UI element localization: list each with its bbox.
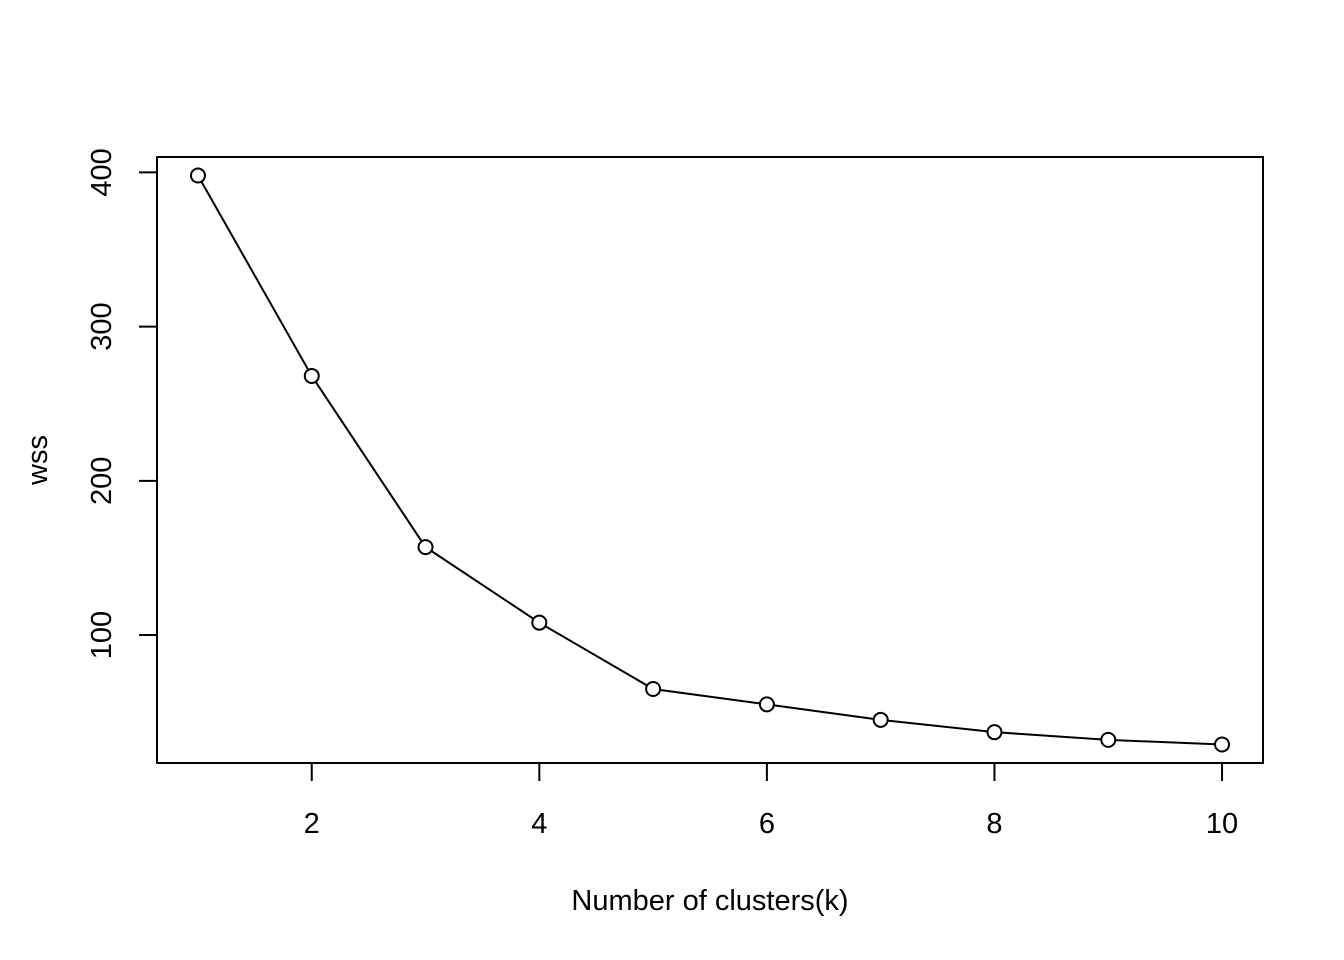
- series-layer: [189, 167, 1231, 753]
- y-axis: 100 200 300 400: [86, 148, 157, 659]
- data-point: [189, 167, 206, 184]
- x-tick-label: 6: [759, 808, 775, 840]
- data-point: [303, 367, 320, 384]
- y-axis-title: wss: [22, 435, 54, 486]
- plot-frame: [156, 156, 1264, 764]
- y-tick-label: 400: [86, 148, 118, 196]
- y-tick-label: 200: [86, 457, 118, 505]
- x-axis: 2 4 6 8 10: [304, 763, 1238, 840]
- data-point: [758, 696, 775, 713]
- y-tick-label: 300: [86, 302, 118, 350]
- data-point: [1100, 731, 1117, 748]
- data-point: [1214, 736, 1231, 753]
- data-point: [417, 539, 434, 556]
- y-tick-label: 100: [86, 611, 118, 659]
- x-tick-label: 8: [986, 808, 1002, 840]
- data-point: [531, 614, 548, 631]
- series-line: [197, 175, 1223, 746]
- x-tick-label: 10: [1206, 808, 1238, 840]
- data-point: [872, 711, 889, 728]
- x-tick-label: 4: [531, 808, 547, 840]
- x-axis-title: Number of clusters(k): [571, 885, 848, 917]
- data-point: [645, 680, 662, 697]
- data-point: [986, 724, 1003, 741]
- x-tick-label: 2: [304, 808, 320, 840]
